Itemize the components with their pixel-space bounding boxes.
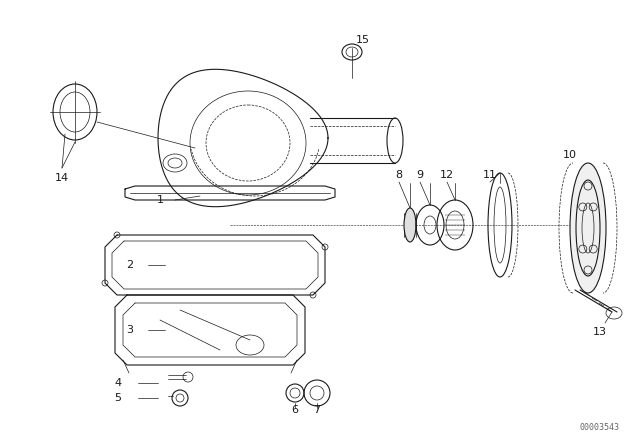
Text: 12: 12 xyxy=(440,170,454,180)
Text: 1: 1 xyxy=(157,195,163,205)
Text: 4: 4 xyxy=(115,378,122,388)
Text: 9: 9 xyxy=(417,170,424,180)
Text: 00003543: 00003543 xyxy=(580,423,620,432)
Text: 10: 10 xyxy=(563,150,577,160)
Text: 3: 3 xyxy=(127,325,134,335)
Text: 2: 2 xyxy=(127,260,134,270)
Text: 13: 13 xyxy=(593,327,607,337)
Text: 15: 15 xyxy=(356,35,370,45)
Text: 5: 5 xyxy=(115,393,122,403)
Text: 11: 11 xyxy=(483,170,497,180)
Ellipse shape xyxy=(570,163,606,293)
Text: 7: 7 xyxy=(314,405,321,415)
Text: 14: 14 xyxy=(55,173,69,183)
Ellipse shape xyxy=(404,208,416,242)
Text: 8: 8 xyxy=(396,170,403,180)
Text: 6: 6 xyxy=(291,405,298,415)
